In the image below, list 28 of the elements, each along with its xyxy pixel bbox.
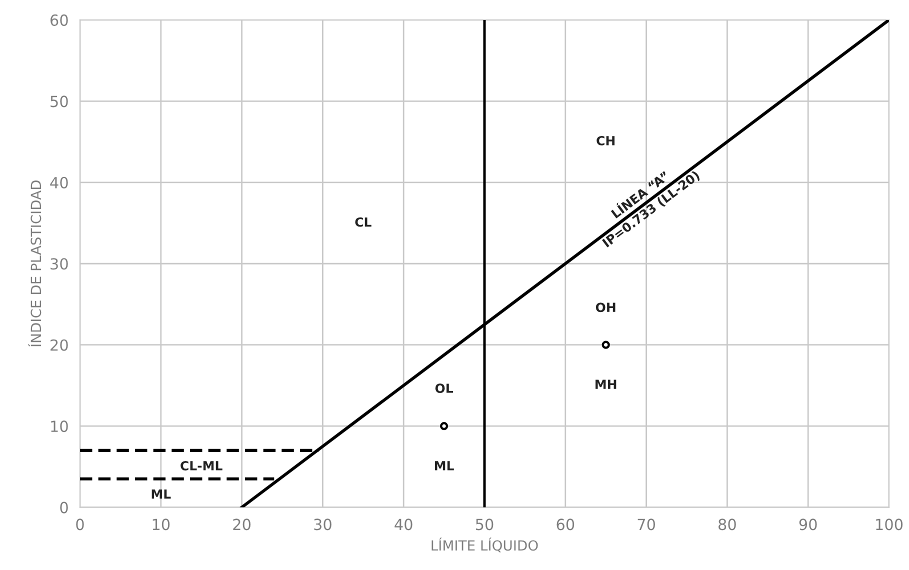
x-tick-label: 60	[556, 518, 574, 530]
annotation: ML	[152, 489, 171, 499]
y-tick-label: 40	[50, 176, 68, 188]
y-tick-label: 20	[50, 339, 68, 351]
x-tick-label: 80	[718, 518, 736, 530]
x-axis-title: LÍMITE LÍQUIDO	[432, 538, 538, 552]
annotation: CH	[596, 136, 615, 146]
y-tick-label: 0	[60, 502, 68, 514]
y-axis-title: ÍNDICE DE PLASTICIDAD	[28, 180, 42, 346]
x-tick-label: 0	[76, 518, 84, 530]
x-tick-label: 20	[233, 518, 250, 530]
annotation: OH	[596, 302, 616, 312]
x-tick-label: 50	[476, 518, 494, 530]
annotation: MH	[596, 380, 616, 389]
annotation: OL	[435, 384, 453, 393]
x-tick-label: 30	[314, 518, 332, 530]
x-tick-label: 100	[876, 518, 903, 530]
x-tick-label: 10	[152, 518, 170, 530]
annotation: CL-ML	[180, 461, 222, 470]
y-tick-label: 60	[50, 14, 68, 26]
x-tick-label: 90	[799, 518, 817, 530]
annotation: CL	[355, 217, 372, 227]
x-tick-label: 40	[394, 518, 412, 530]
y-tick-label: 50	[50, 96, 68, 108]
annotation: ML	[434, 461, 454, 470]
y-tick-label: 10	[51, 420, 68, 432]
y-tick-label: 30	[50, 258, 68, 270]
x-tick-label: 70	[638, 518, 656, 530]
